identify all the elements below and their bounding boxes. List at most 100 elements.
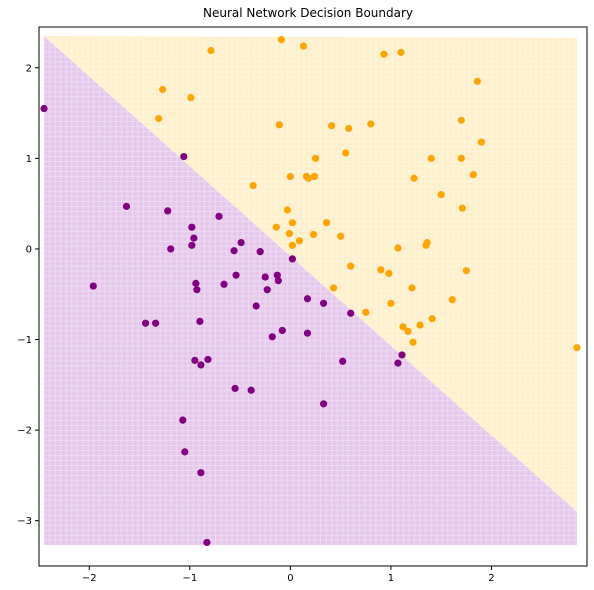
data-point-class-1 — [409, 338, 417, 346]
data-point-class-0 — [196, 317, 204, 326]
x-tick-label: 0 — [287, 573, 293, 584]
data-point-class-0 — [181, 448, 189, 456]
plot-frame — [38, 26, 588, 567]
series-class-1 — [155, 36, 581, 352]
data-point-class-0 — [261, 273, 269, 281]
data-point-class-1 — [377, 266, 385, 274]
data-point-class-1 — [187, 94, 195, 102]
y-axis: −3 −2 −1 0 1 2 — [17, 63, 39, 527]
data-point-class-1 — [423, 239, 431, 247]
data-point-class-1 — [394, 244, 402, 252]
data-point-class-0 — [188, 241, 196, 249]
data-point-class-1 — [427, 154, 435, 162]
data-point-class-1 — [295, 237, 304, 245]
data-point-class-1 — [311, 154, 320, 162]
y-tick-label: −3 — [17, 516, 32, 527]
data-point-class-0 — [232, 271, 240, 279]
data-point-class-0 — [256, 248, 264, 256]
data-point-class-1 — [304, 174, 313, 182]
data-point-class-1 — [469, 171, 477, 179]
data-point-class-1 — [347, 262, 355, 270]
data-point-class-0 — [278, 326, 286, 335]
data-point-class-1 — [286, 172, 294, 181]
data-point-class-0 — [122, 202, 131, 210]
data-point-class-0 — [193, 286, 201, 294]
data-point-class-1 — [288, 241, 296, 249]
data-point-class-0 — [197, 469, 205, 477]
data-point-class-0 — [252, 302, 260, 310]
x-tick-label: −2 — [82, 573, 97, 584]
x-tick-label: 1 — [388, 573, 394, 584]
data-point-class-1 — [397, 48, 405, 56]
data-point-class-1 — [437, 190, 445, 199]
data-point-class-0 — [273, 271, 281, 279]
data-point-class-0 — [274, 277, 282, 285]
data-point-class-1 — [457, 116, 465, 124]
data-point-class-1 — [155, 114, 163, 123]
data-point-class-0 — [190, 234, 198, 242]
data-point-class-1 — [345, 124, 353, 133]
data-point-class-0 — [191, 356, 199, 364]
data-point-class-0 — [347, 309, 355, 317]
data-point-class-1 — [277, 36, 285, 44]
data-point-class-0 — [339, 357, 347, 365]
data-point-class-1 — [249, 181, 257, 190]
data-point-class-0 — [268, 333, 276, 341]
decision-region-class-0 — [44, 36, 577, 546]
data-point-class-1 — [362, 308, 370, 316]
data-point-class-1 — [404, 327, 412, 335]
data-point-class-0 — [180, 152, 188, 161]
data-point-class-1 — [399, 323, 407, 331]
data-point-class-0 — [141, 319, 150, 327]
data-point-class-1 — [283, 206, 291, 214]
data-point-class-1 — [342, 149, 350, 157]
data-point-class-1 — [275, 121, 283, 129]
data-point-class-1 — [473, 77, 481, 85]
x-axis: −2 −1 0 1 2 — [82, 566, 495, 584]
data-point-class-0 — [192, 279, 200, 287]
data-point-class-1 — [309, 230, 318, 239]
data-point-class-0 — [197, 361, 205, 369]
data-point-class-1 — [428, 315, 436, 323]
data-point-class-0 — [237, 239, 245, 247]
data-point-class-0 — [152, 319, 160, 327]
data-point-class-1 — [272, 223, 280, 231]
data-point-class-1 — [322, 219, 331, 227]
data-point-class-0 — [204, 355, 212, 364]
data-point-class-0 — [220, 280, 228, 288]
data-point-class-1 — [285, 229, 293, 238]
data-point-class-0 — [188, 223, 196, 231]
y-tick-label: 0 — [26, 244, 32, 255]
data-point-class-1 — [410, 174, 418, 182]
data-point-class-1 — [328, 122, 336, 130]
data-point-class-1 — [573, 344, 581, 352]
plot-area — [40, 36, 581, 547]
x-tick-label: 2 — [488, 573, 494, 584]
data-point-class-0 — [394, 359, 402, 367]
data-point-class-1 — [387, 299, 395, 307]
plot-clip-group — [40, 36, 581, 547]
data-point-class-0 — [303, 295, 312, 303]
data-point-class-0 — [89, 282, 97, 290]
data-point-class-0 — [203, 538, 211, 547]
data-point-class-1 — [337, 232, 345, 240]
chart-title: Neural Network Decision Boundary — [203, 6, 413, 20]
data-point-class-0 — [215, 212, 223, 220]
data-point-class-0 — [247, 386, 255, 394]
y-tick-label: 1 — [26, 154, 32, 165]
data-point-class-1 — [408, 284, 416, 292]
data-point-class-1 — [330, 284, 338, 292]
data-point-class-1 — [159, 85, 167, 94]
data-point-class-1 — [477, 138, 486, 146]
data-point-class-0 — [164, 207, 172, 215]
series-class-0 — [40, 104, 406, 547]
data-point-class-0 — [319, 299, 328, 307]
data-point-class-0 — [167, 245, 175, 253]
decision-region-class-1 — [44, 36, 577, 512]
data-point-class-1 — [299, 42, 308, 50]
data-point-class-0 — [40, 104, 48, 113]
data-point-class-0 — [303, 329, 312, 337]
y-tick-label: 2 — [26, 63, 32, 74]
data-point-class-1 — [310, 172, 319, 181]
